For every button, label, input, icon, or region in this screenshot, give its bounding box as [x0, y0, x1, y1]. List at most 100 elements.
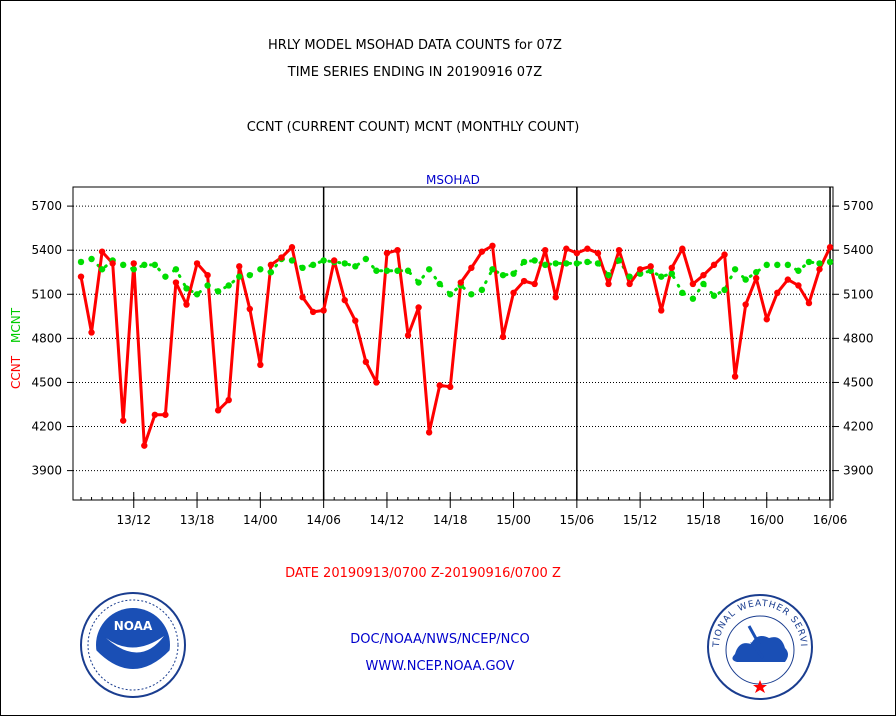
- data-point-mcnt: [584, 258, 591, 266]
- y-tick-label-right: 5700: [843, 199, 874, 213]
- data-point-ccnt: [552, 294, 559, 301]
- data-point-ccnt: [658, 307, 665, 314]
- data-point-ccnt: [679, 245, 686, 252]
- data-point-ccnt: [721, 251, 728, 258]
- data-point-mcnt: [636, 270, 644, 277]
- data-point-mcnt: [162, 273, 169, 280]
- data-point-mcnt: [246, 271, 253, 279]
- data-point-mcnt: [193, 291, 201, 298]
- data-point-mcnt: [731, 266, 739, 273]
- data-point-ccnt: [162, 411, 169, 418]
- time-series-chart: 3900 3900 4200 4200 4500 4500 4800 4800 5100 5100…: [31, 186, 874, 527]
- data-point-mcnt: [552, 260, 559, 267]
- data-point-ccnt: [151, 411, 159, 418]
- data-point-mcnt: [689, 295, 697, 302]
- data-point-ccnt: [267, 261, 275, 269]
- data-point-ccnt: [489, 242, 496, 249]
- data-point-mcnt: [763, 261, 770, 269]
- data-point-mcnt: [98, 266, 106, 273]
- data-point-mcnt: [362, 255, 370, 263]
- data-point-mcnt: [394, 267, 401, 274]
- data-point-mcnt: [183, 285, 190, 292]
- y-tick-label-left: 3900: [31, 464, 62, 478]
- data-point-mcnt: [573, 260, 581, 267]
- data-point-ccnt: [510, 289, 517, 297]
- plot-area: [72, 186, 834, 501]
- data-point-ccnt: [120, 417, 127, 424]
- data-point-mcnt: [795, 267, 802, 274]
- x-tick-label: 15/18: [686, 513, 721, 527]
- data-point-mcnt: [320, 257, 327, 264]
- data-point-ccnt: [647, 263, 654, 270]
- data-point-ccnt: [499, 333, 507, 341]
- y-tick-label-left: 4200: [31, 420, 62, 434]
- y-tick-label-right: 5100: [843, 287, 874, 301]
- data-point-mcnt: [341, 260, 348, 267]
- data-point-ccnt: [288, 244, 296, 251]
- data-point-ccnt: [826, 244, 834, 251]
- data-point-ccnt: [183, 301, 190, 308]
- data-point-ccnt: [563, 245, 570, 252]
- data-point-mcnt: [784, 261, 792, 269]
- y-tick-label-right: 4200: [843, 420, 874, 434]
- data-point-mcnt: [352, 263, 359, 270]
- data-point-ccnt: [784, 276, 792, 283]
- data-point-mcnt: [236, 273, 243, 280]
- x-tick-label: 13/12: [116, 513, 151, 527]
- noaa-logo-text: NOAA: [114, 619, 153, 633]
- data-point-ccnt: [636, 266, 644, 273]
- data-point-mcnt: [594, 260, 602, 267]
- data-point-ccnt: [415, 304, 422, 311]
- data-point-mcnt: [141, 261, 148, 269]
- x-tick-label: 16/00: [749, 513, 784, 527]
- credit-doc: DOC/NOAA/NWS/NCEP/NCO: [350, 632, 530, 647]
- data-point-mcnt: [77, 258, 85, 266]
- data-point-mcnt: [267, 269, 275, 276]
- data-point-ccnt: [447, 383, 454, 391]
- data-point-mcnt: [668, 270, 675, 277]
- data-point-ccnt: [278, 254, 285, 261]
- data-point-mcnt: [468, 291, 475, 298]
- x-tick-label: 15/00: [496, 513, 531, 527]
- data-point-mcnt: [447, 291, 454, 298]
- x-tick-label: 16/06: [813, 513, 848, 527]
- data-point-mcnt: [531, 257, 538, 264]
- x-tick-label: 13/18: [180, 513, 215, 527]
- data-point-mcnt: [225, 282, 232, 289]
- x-tick-label: 14/12: [370, 513, 405, 527]
- nws-logo: NATIONAL WEATHER SERVICE: [705, 592, 813, 700]
- data-point-ccnt: [331, 257, 338, 264]
- data-point-ccnt: [531, 280, 538, 288]
- data-point-ccnt: [795, 282, 802, 289]
- data-point-mcnt: [404, 267, 412, 274]
- data-point-ccnt: [141, 442, 148, 449]
- data-point-mcnt: [615, 257, 623, 264]
- data-point-ccnt: [731, 373, 739, 380]
- y-tick-label-right: 5400: [843, 243, 874, 257]
- data-point-ccnt: [309, 308, 317, 316]
- credit-url[interactable]: WWW.NCEP.NOAA.GOV: [365, 659, 515, 674]
- data-point-ccnt: [193, 260, 201, 267]
- data-point-mcnt: [257, 266, 264, 273]
- data-point-ccnt: [615, 246, 623, 254]
- data-point-ccnt: [172, 279, 180, 286]
- y-tick-label-left: 4800: [31, 331, 62, 345]
- y-tick-label-right: 4800: [843, 331, 874, 345]
- y-tick-label-left: 4500: [31, 375, 62, 389]
- data-point-ccnt: [774, 289, 781, 297]
- data-point-ccnt: [573, 249, 581, 257]
- data-point-ccnt: [520, 277, 528, 285]
- data-point-mcnt: [774, 261, 781, 269]
- data-point-mcnt: [489, 266, 496, 273]
- data-point-mcnt: [805, 258, 813, 266]
- data-point-ccnt: [668, 264, 675, 272]
- chart-title-line2: TIME SERIES ENDING IN 20190916 07Z: [287, 65, 543, 80]
- data-point-ccnt: [478, 248, 486, 255]
- data-point-ccnt: [88, 329, 95, 336]
- data-point-mcnt: [383, 267, 391, 274]
- y-tick-label-right: 4500: [843, 375, 874, 389]
- data-point-mcnt: [710, 292, 718, 299]
- data-point-mcnt: [214, 288, 222, 295]
- data-point-ccnt: [689, 280, 697, 288]
- data-point-ccnt: [299, 294, 306, 301]
